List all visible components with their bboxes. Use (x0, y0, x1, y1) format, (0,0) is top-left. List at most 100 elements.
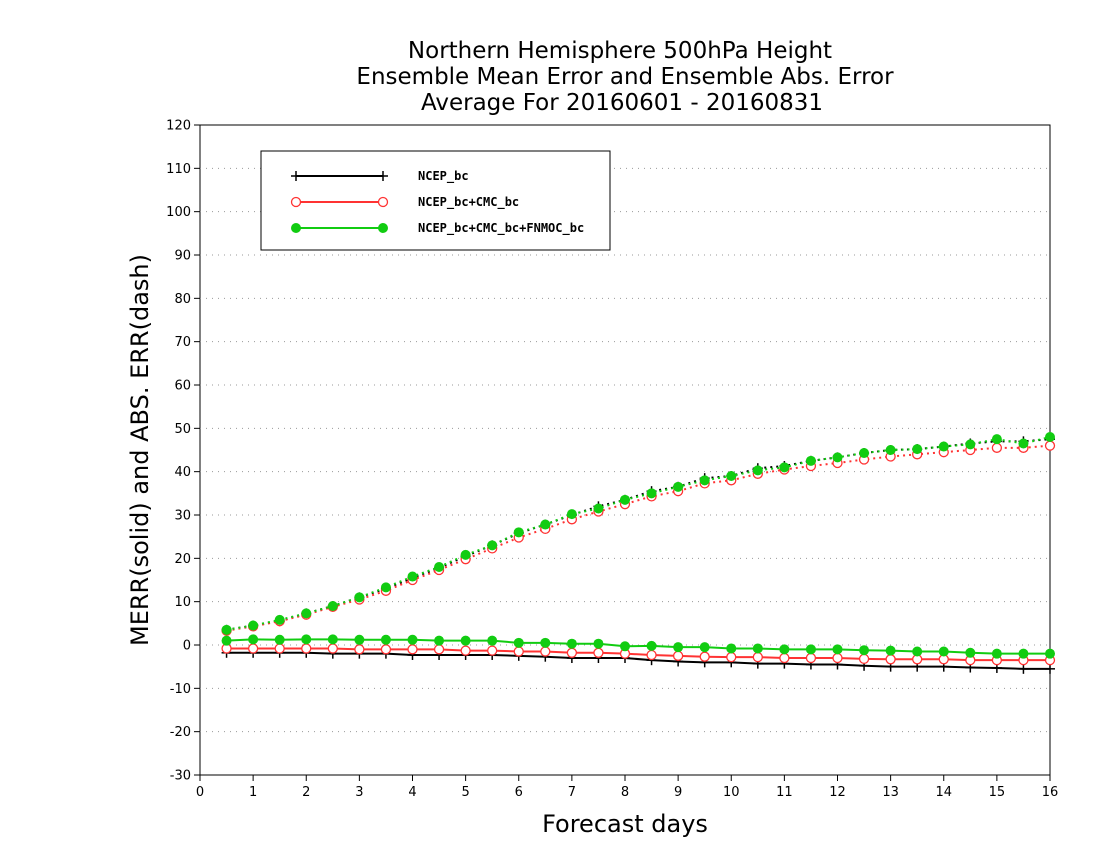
merr-point (593, 647, 604, 658)
merr-point (274, 634, 285, 645)
abs-err-point (380, 582, 391, 593)
grid (200, 167, 1050, 733)
abs-err-point (991, 442, 1003, 453)
y-tick-label: 60 (174, 379, 191, 394)
merr-point (699, 651, 710, 662)
merr-point (646, 649, 657, 661)
abs-err-point (1045, 432, 1055, 442)
x-tick-label: 15 (989, 785, 1006, 800)
merr-point (726, 651, 737, 663)
abs-err-point (407, 571, 418, 582)
merr-point (247, 643, 259, 654)
merr-point (1018, 663, 1029, 674)
merr-point (752, 643, 763, 654)
merr-point (460, 635, 471, 646)
legend-marker (290, 196, 302, 208)
x-tick-label: 7 (568, 785, 576, 800)
merr-point (593, 638, 604, 649)
x-tick-label: 0 (196, 785, 204, 800)
merr-point (327, 643, 338, 654)
merr-point (540, 637, 551, 648)
abs-err-point (301, 608, 312, 619)
y-tick-label: 10 (174, 595, 191, 610)
abs-err-point (885, 445, 896, 455)
x-tick-label: 9 (674, 785, 682, 800)
y-tick-label: 40 (174, 465, 191, 480)
merr-point (672, 650, 684, 661)
abs-err-point (460, 549, 471, 560)
abs-err-point (487, 540, 498, 551)
merr-point (1045, 663, 1055, 674)
x-tick-label: 16 (1042, 785, 1059, 800)
merr-point (1045, 648, 1055, 659)
merr-point (433, 644, 445, 655)
x-tick-label: 13 (882, 785, 899, 800)
x-axis: 0 1 2 3 4 5 6 7 8 9 10 11 12 13 14 15 16 (196, 775, 1058, 800)
abs-err-point (1044, 440, 1056, 451)
merr-point (380, 634, 391, 645)
merr-point (407, 634, 418, 645)
merr-point (380, 644, 392, 655)
x-tick-label: 2 (302, 785, 310, 800)
y-axis: -30 -20 -10 0 10 20 30 40 50 60 70 80 90 100 110 120 (166, 119, 200, 784)
y-tick-label: 0 (183, 639, 191, 654)
x-tick-label: 12 (829, 785, 846, 800)
x-tick-label: 4 (408, 785, 416, 800)
abs-err-point (248, 620, 259, 631)
legend-marker (378, 223, 388, 233)
merr-point (221, 635, 232, 646)
abs-err-point (593, 503, 604, 514)
abs-err-line (226, 436, 1051, 631)
merr-point (885, 654, 896, 665)
chart-title: Northern Hemisphere 500hPa Height Ensemb… (356, 38, 894, 116)
merr-point (991, 648, 1002, 659)
merr-point (805, 644, 816, 655)
merr-point (566, 647, 578, 658)
y-tick-label: 50 (174, 422, 191, 437)
title-line-1: Northern Hemisphere 500hPa Height (408, 38, 832, 64)
merr-point (805, 652, 817, 664)
series-layer (221, 432, 1056, 674)
merr-point (859, 645, 870, 656)
y-tick-label: 110 (166, 162, 191, 177)
x-tick-label: 11 (776, 785, 793, 800)
abs-err-point (1018, 438, 1029, 449)
series-1 (221, 440, 1056, 666)
merr-point (912, 646, 923, 657)
series-0 (221, 434, 1055, 674)
merr-point (965, 647, 976, 658)
y-tick-label: 70 (174, 335, 191, 350)
abs-err-point (779, 462, 790, 473)
merr-point (434, 635, 445, 646)
y-tick-label: 30 (174, 509, 191, 524)
y-tick-label: 90 (174, 249, 191, 264)
abs-err-point (620, 494, 630, 505)
legend-label: NCEP_bc (418, 169, 469, 184)
legend-marker (377, 196, 389, 208)
merr-point (301, 634, 312, 645)
merr-point (487, 635, 498, 646)
abs-err-point (540, 519, 551, 530)
merr-point (354, 644, 365, 655)
merr-point (699, 642, 710, 653)
abs-err-point (513, 527, 524, 538)
x-tick-label: 5 (461, 785, 469, 800)
y-tick-label: -10 (170, 682, 191, 697)
legend-item: NCEP_bc+CMC_bc+FNMOC_bc (291, 221, 584, 236)
merr-point (460, 645, 471, 656)
merr-point (566, 638, 577, 649)
merr-point (301, 643, 312, 654)
abs-err-point (354, 592, 365, 603)
legend-item: NCEP_bc (291, 169, 469, 184)
merr-point (832, 644, 843, 655)
merr-point (327, 634, 338, 645)
merr-point (646, 640, 657, 651)
merr-point (779, 652, 790, 664)
merr-point (726, 643, 737, 654)
series-2 (221, 432, 1055, 659)
legend-box (260, 150, 611, 251)
legend-marker (291, 223, 301, 233)
abs-err-point (566, 509, 577, 520)
abs-err-point (726, 471, 737, 481)
